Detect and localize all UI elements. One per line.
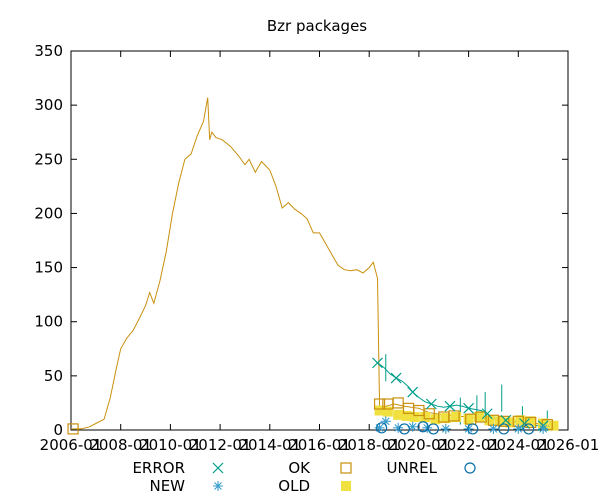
series-new-point (407, 421, 418, 432)
legend-marker-ok (340, 462, 352, 474)
legend-marker-old (341, 481, 351, 491)
y-tick-label: 250 (34, 150, 63, 168)
series-old-point (430, 414, 441, 425)
series-ok-point (67, 423, 79, 435)
plot-area (67, 97, 559, 435)
y-tick-label: 100 (34, 313, 63, 331)
series-new-point (440, 423, 451, 434)
series-old-point (505, 417, 516, 428)
y-tick-label: 200 (34, 204, 63, 222)
series-old-point (393, 409, 404, 420)
y-tick-label: 150 (34, 259, 63, 277)
series-ok-point (423, 408, 435, 420)
x-tick-label: 2008-01 (89, 436, 152, 454)
plot-frame (70, 50, 569, 431)
x-tick-label: 2014-01 (238, 436, 301, 454)
series-old-point (515, 415, 526, 426)
series-old-point (382, 406, 393, 417)
y-tick-label: 50 (44, 367, 63, 385)
legend-marker-unrel (464, 462, 476, 474)
series-new-point (513, 423, 524, 434)
series-error-point (425, 398, 437, 410)
x-tick-label: 2018-01 (338, 436, 401, 454)
series-error-point (390, 372, 402, 384)
y-tick-label: 350 (34, 42, 63, 60)
series-unrel-point (523, 423, 535, 435)
series-new-point (538, 423, 549, 434)
y-tick-label: 0 (53, 421, 63, 439)
legend-marker-error (212, 462, 224, 474)
series-old-point (525, 416, 536, 427)
legend-label-old: OLD (278, 477, 310, 495)
series-old-point (538, 418, 549, 429)
legend-label-ok: OK (288, 459, 311, 477)
series-old-point (409, 412, 420, 423)
legend-label-error: ERROR (132, 459, 185, 477)
series-new-point (422, 422, 433, 433)
series-new-point (374, 422, 385, 433)
legend-label-new: NEW (149, 477, 185, 495)
series-old-point (548, 420, 559, 431)
series-new-point (488, 423, 499, 434)
series-error-point (372, 357, 383, 369)
x-tick-label: 2022-01 (437, 436, 500, 454)
series-old-point (484, 415, 495, 426)
series-old-point (420, 412, 431, 423)
series-unrel-point (467, 423, 479, 435)
series-error-point (444, 400, 456, 412)
series-error-point (481, 408, 493, 420)
series-old-point (463, 414, 474, 425)
series-old-point (374, 405, 385, 416)
series-old-point (401, 410, 412, 421)
series-new-point (380, 416, 391, 427)
series-unrel-point (398, 423, 411, 435)
series-ok-point (498, 415, 510, 427)
series-ok-line (71, 97, 554, 430)
series-old-point (440, 413, 451, 424)
series-error-point (407, 386, 419, 398)
series-old-point (451, 412, 462, 423)
series-unrel-point (417, 421, 429, 433)
legend-label-unrel: UNREL (387, 459, 438, 477)
x-tick-label: 2026-01 (537, 436, 600, 454)
series-unrel-point (427, 423, 439, 435)
x-tick-label: 2006-01 (40, 436, 103, 454)
series-error-point (463, 402, 475, 414)
axes: 0 50 100 150 200 250 300 350 2006-012008-012010-… (34, 42, 599, 454)
series-ok-point (373, 398, 386, 410)
series-error-point (519, 418, 530, 429)
x-tick-label: 2016-01 (288, 436, 351, 454)
series-ok-point (392, 397, 404, 409)
legend-marker-new (213, 481, 223, 491)
x-tick-label: 2012-01 (189, 436, 252, 454)
series-old-point (473, 412, 484, 423)
x-tick-label: 2010-01 (139, 436, 202, 454)
series-unrel-point (498, 423, 510, 435)
series-old-point (494, 416, 505, 427)
legend: ERROR OK UNREL NEW OLD (132, 459, 476, 495)
series-new-point (393, 422, 404, 433)
series-ok-point (475, 411, 487, 423)
x-tick-label: 2020-01 (388, 436, 451, 454)
x-tick-label: 2024-01 (487, 436, 550, 454)
series-new-point (463, 423, 474, 434)
chart-title: Bzr packages (267, 17, 367, 35)
series-unrel-point (376, 422, 388, 434)
y-tick-label: 300 (34, 96, 63, 114)
